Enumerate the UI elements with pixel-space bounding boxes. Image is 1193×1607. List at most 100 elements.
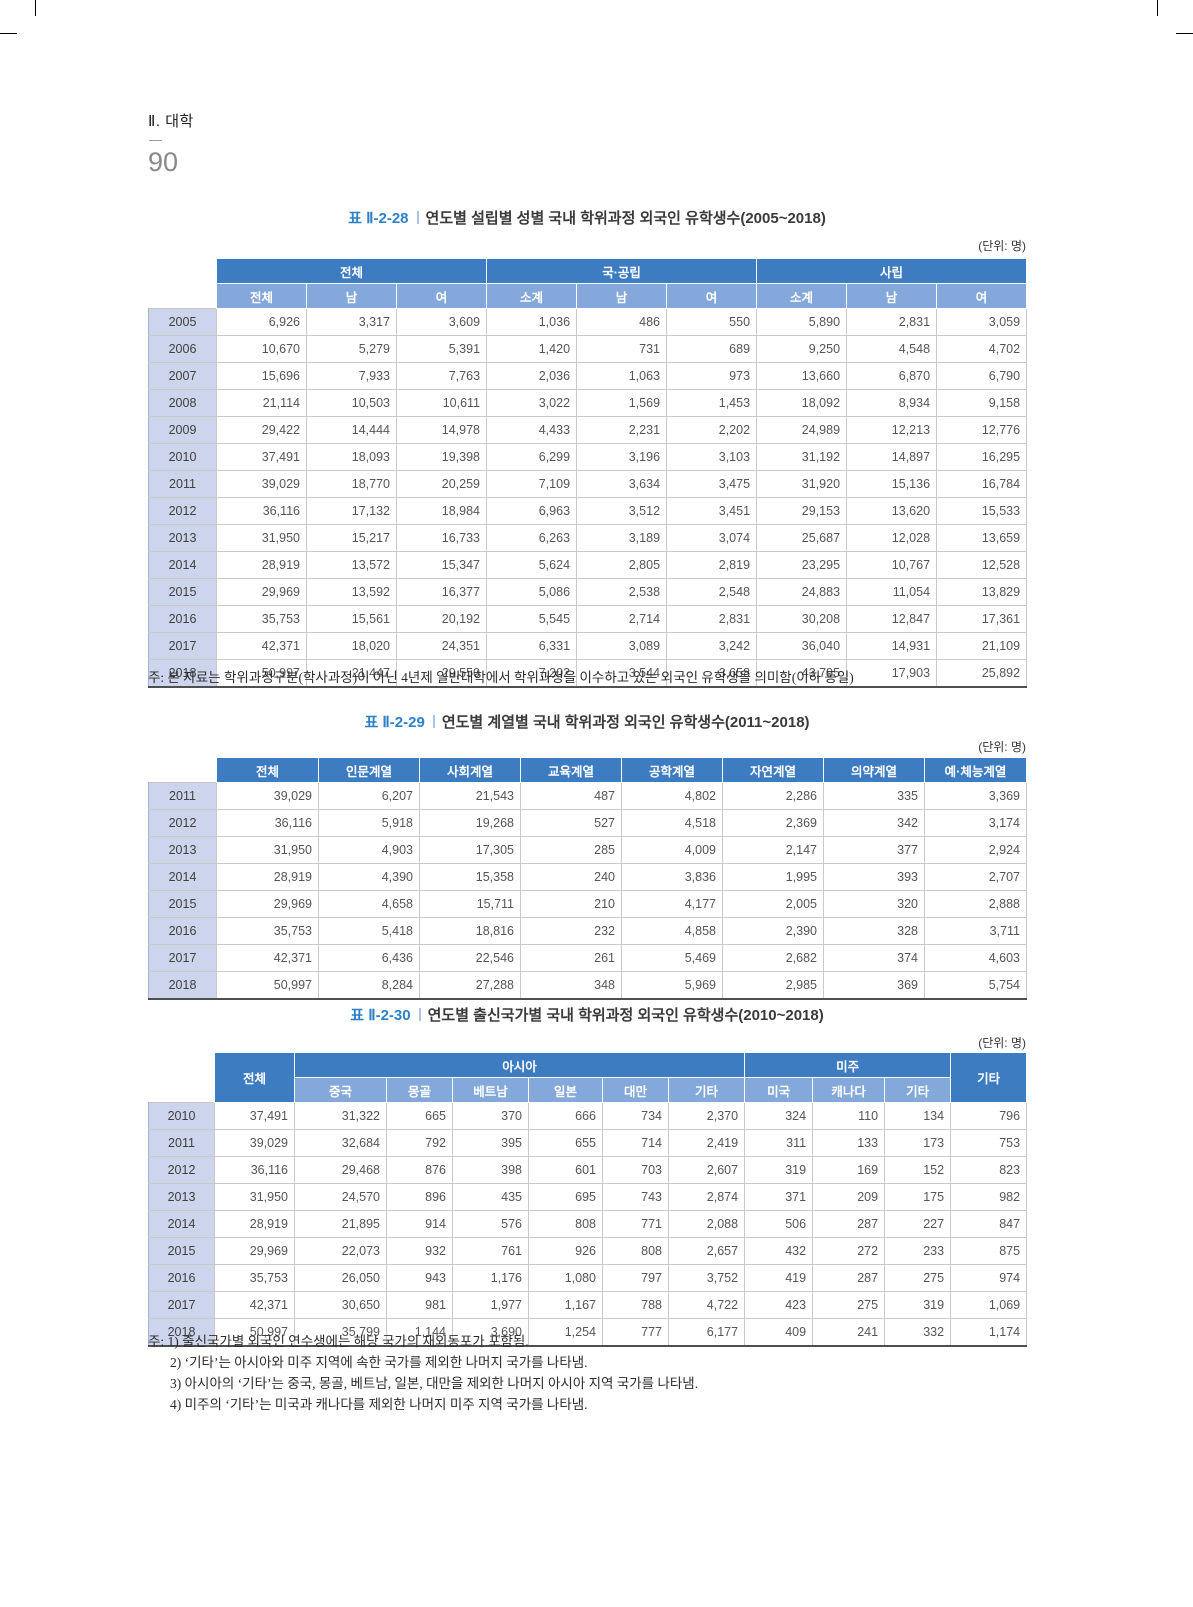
- table-cell: 3,317: [307, 309, 397, 336]
- table-cell: 8,284: [319, 972, 420, 1000]
- table-cell: 2,924: [925, 837, 1027, 864]
- column-header: 여: [667, 284, 757, 309]
- table-cell: 42,371: [215, 1292, 295, 1319]
- table-cell: 3,609: [397, 309, 487, 336]
- table-cell: 10,670: [217, 336, 307, 363]
- crop-mark: [1176, 33, 1193, 34]
- year-cell: 2010: [149, 1103, 215, 1130]
- table1-title: 표 Ⅱ-2-28연도별 설립별 성별 국내 학위과정 외국인 유학생수(2005…: [148, 207, 1026, 228]
- year-cell: 2016: [149, 606, 217, 633]
- table-cell: 3,451: [667, 498, 757, 525]
- year-cell: 2011: [149, 1130, 215, 1157]
- year-cell: 2013: [149, 837, 217, 864]
- table-cell: 1,167: [529, 1292, 603, 1319]
- table-cell: 31,920: [757, 471, 847, 498]
- group-header: 아시아: [295, 1053, 745, 1078]
- table-cell: 943: [387, 1265, 453, 1292]
- table-cell: 703: [603, 1157, 669, 1184]
- column-header: 미국: [745, 1078, 813, 1103]
- table-cell: 10,767: [847, 552, 937, 579]
- table-cell: 981: [387, 1292, 453, 1319]
- table-cell: 342: [824, 810, 925, 837]
- header-dash: [149, 140, 162, 141]
- column-header: 자연계열: [723, 758, 824, 783]
- table-cell: 2,088: [669, 1211, 745, 1238]
- table-cell: 13,592: [307, 579, 397, 606]
- table-cell: 15,561: [307, 606, 397, 633]
- table-cell: 423: [745, 1292, 813, 1319]
- table-cell: 110: [813, 1103, 885, 1130]
- table-cell: 2,548: [667, 579, 757, 606]
- table-cell: 42,371: [217, 945, 319, 972]
- table-cell: 5,545: [487, 606, 577, 633]
- table-cell: 1,995: [723, 864, 824, 891]
- year-cell: 2011: [149, 471, 217, 498]
- table-row: 201236,11629,4688763986017032,6073191691…: [149, 1157, 1027, 1184]
- year-cell: 2011: [149, 783, 217, 810]
- table-cell: 374: [824, 945, 925, 972]
- table-cell: 527: [521, 810, 622, 837]
- table-cell: 6,870: [847, 363, 937, 390]
- year-cell: 2005: [149, 309, 217, 336]
- table-cell: 22,546: [420, 945, 521, 972]
- table-cell: 3,022: [487, 390, 577, 417]
- table-cell: 771: [603, 1211, 669, 1238]
- table-row: 201850,9978,28427,2883485,9692,9853695,7…: [149, 972, 1027, 1000]
- table-cell: 20,192: [397, 606, 487, 633]
- table-students-by-establishment-gender: 전체국·공립사립전체남여소계남여소계남여20056,9263,3173,6091…: [148, 258, 1027, 688]
- table-cell: 320: [824, 891, 925, 918]
- table-cell: 13,660: [757, 363, 847, 390]
- table-cell: 3,711: [925, 918, 1027, 945]
- footnote-line: 4) 미주의 ‘기타’는 미국과 캐나다를 제외한 나머지 미주 지역 국가를 …: [148, 1394, 1026, 1415]
- table-cell: 796: [951, 1103, 1027, 1130]
- table-cell: 5,279: [307, 336, 397, 363]
- table-row: 201139,02918,77020,2597,1093,6343,47531,…: [149, 471, 1027, 498]
- table-row: 201635,7535,41818,8162324,8582,3903283,7…: [149, 918, 1027, 945]
- table-cell: 285: [521, 837, 622, 864]
- table-cell: 14,931: [847, 633, 937, 660]
- table-cell: 17,361: [937, 606, 1027, 633]
- table-cell: 3,242: [667, 633, 757, 660]
- table-cell: 4,390: [319, 864, 420, 891]
- table-row: 201529,96913,59216,3775,0862,5382,54824,…: [149, 579, 1027, 606]
- table-cell: 15,136: [847, 471, 937, 498]
- table-cell: 31,950: [215, 1184, 295, 1211]
- table-cell: 2,874: [669, 1184, 745, 1211]
- year-cell: 2018: [149, 972, 217, 1000]
- year-cell: 2016: [149, 1265, 215, 1292]
- year-cell: 2017: [149, 945, 217, 972]
- table-row: 201139,0296,20721,5434874,8022,2863353,3…: [149, 783, 1027, 810]
- table-cell: 743: [603, 1184, 669, 1211]
- table-cell: 275: [813, 1292, 885, 1319]
- table-cell: 13,572: [307, 552, 397, 579]
- table-cell: 973: [667, 363, 757, 390]
- column-header: 사회계열: [420, 758, 521, 783]
- table-cell: 35,753: [215, 1265, 295, 1292]
- table3-title-text: 연도별 출신국가별 국내 학위과정 외국인 유학생수(2010~2018): [428, 1007, 824, 1024]
- table-cell: 29,422: [217, 417, 307, 444]
- year-cell: 2015: [149, 579, 217, 606]
- table-cell: 233: [885, 1238, 951, 1265]
- table-cell: 9,250: [757, 336, 847, 363]
- table-cell: 36,116: [217, 498, 307, 525]
- table-cell: 1,453: [667, 390, 757, 417]
- table-cell: 16,733: [397, 525, 487, 552]
- table2-unit: (단위: 명): [148, 738, 1026, 755]
- table1-footnote: 주: 본 자료는 학위과정구분(학사과정)이 아닌 4년제 일반대학에서 학위과…: [148, 667, 1026, 688]
- table-cell: 5,890: [757, 309, 847, 336]
- table-cell: 2,819: [667, 552, 757, 579]
- table-cell: 371: [745, 1184, 813, 1211]
- table-cell: 227: [885, 1211, 951, 1238]
- table-cell: 31,950: [217, 837, 319, 864]
- table-cell: 36,116: [217, 810, 319, 837]
- table-cell: 30,208: [757, 606, 847, 633]
- table-cell: 2,390: [723, 918, 824, 945]
- table-cell: 2,370: [669, 1103, 745, 1130]
- table-cell: 3,074: [667, 525, 757, 552]
- table-cell: 487: [521, 783, 622, 810]
- column-header: 전체: [217, 758, 319, 783]
- table-cell: 914: [387, 1211, 453, 1238]
- group-header: 미주: [745, 1053, 951, 1078]
- table-row: 201742,37118,02024,3516,3313,0893,24236,…: [149, 633, 1027, 660]
- table-cell: 37,491: [215, 1103, 295, 1130]
